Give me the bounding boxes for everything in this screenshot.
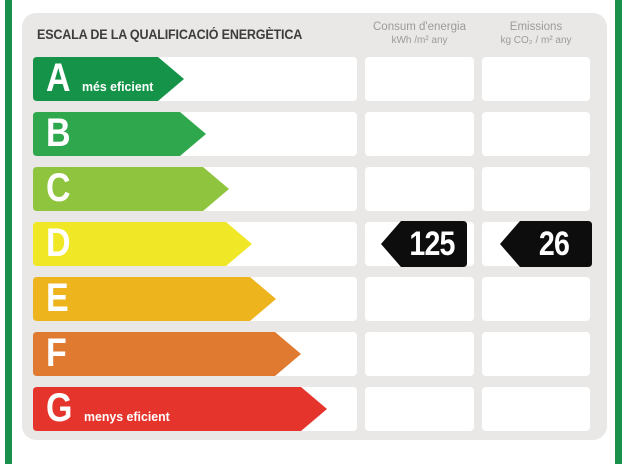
consum-unit: kWh /m² any — [391, 35, 448, 46]
consum-value-cell — [365, 387, 474, 431]
rating-arrow-shape — [33, 222, 252, 266]
scale-cell: E — [33, 277, 357, 321]
emissions-value-cell — [482, 277, 590, 321]
consum-value-cell — [365, 57, 474, 101]
emissions-value-arrow-number: 26 — [538, 224, 570, 263]
energy-rating-panel: ESCALA DE LA QUALIFICACIÓ ENERGÈTICA Con… — [22, 13, 607, 440]
rating-letter: E — [46, 276, 69, 320]
green-border-stripe-right — [615, 0, 622, 464]
emissions-value-cell — [482, 57, 590, 101]
emissions-value-cell — [482, 332, 590, 376]
rating-arrow — [33, 277, 276, 321]
rating-arrow-shape — [33, 332, 301, 376]
rating-row: C — [33, 167, 590, 211]
rating-arrow — [33, 57, 184, 101]
rating-row: D 125 26 — [33, 221, 592, 267]
consum-label: Consum d'energia — [373, 21, 466, 33]
column-header-emissions: Emissions kg CO₂ / m² any — [482, 20, 590, 47]
scale-cell: D — [33, 222, 357, 266]
emissions-value-arrow: 26 — [500, 221, 592, 267]
rating-arrow-shape — [33, 57, 184, 101]
rating-letter: C — [46, 166, 71, 210]
rating-letter: F — [46, 331, 67, 375]
consum-value-arrow-number: 125 — [409, 224, 455, 263]
rating-arrow — [33, 222, 252, 266]
scale-cell: F — [33, 332, 357, 376]
rating-arrow — [33, 332, 301, 376]
consum-value-cell — [365, 277, 474, 321]
column-header-consum: Consum d'energia kWh /m² any — [365, 20, 474, 47]
rating-row: B — [33, 112, 590, 156]
rating-arrow-shape — [33, 167, 229, 211]
emissions-label: Emissions — [509, 21, 563, 33]
efficiency-note: menys eficient — [84, 409, 170, 424]
consum-value-arrow: 125 — [381, 221, 467, 267]
emissions-value-cell — [482, 112, 590, 156]
rating-arrow-shape — [33, 277, 276, 321]
rating-arrow-shape — [33, 387, 327, 431]
consum-value-cell — [365, 332, 474, 376]
scale-cell: B — [33, 112, 357, 156]
rating-row: F — [33, 332, 590, 376]
rating-arrow-shape — [33, 112, 206, 156]
emissions-value-cell — [482, 387, 590, 431]
efficiency-note: més eficient — [81, 79, 154, 94]
rating-arrow — [33, 112, 206, 156]
rating-letter: B — [46, 111, 71, 155]
scale-cell: C — [33, 167, 357, 211]
green-border-stripe-left — [5, 0, 12, 464]
rating-arrow — [33, 387, 327, 431]
page-title: ESCALA DE LA QUALIFICACIÓ ENERGÈTICA — [37, 27, 303, 42]
rating-row: E — [33, 277, 590, 321]
emissions-value-cell — [482, 167, 590, 211]
rating-letter: G — [46, 386, 73, 430]
rating-letter: D — [46, 221, 71, 265]
rating-arrow — [33, 167, 229, 211]
emissions-unit: kg CO₂ / m² any — [500, 35, 572, 46]
rating-letter: A — [46, 56, 71, 100]
consum-value-cell — [365, 167, 474, 211]
consum-value-cell: 125 — [365, 221, 474, 267]
consum-value-cell — [365, 112, 474, 156]
emissions-value-cell: 26 — [482, 221, 592, 267]
